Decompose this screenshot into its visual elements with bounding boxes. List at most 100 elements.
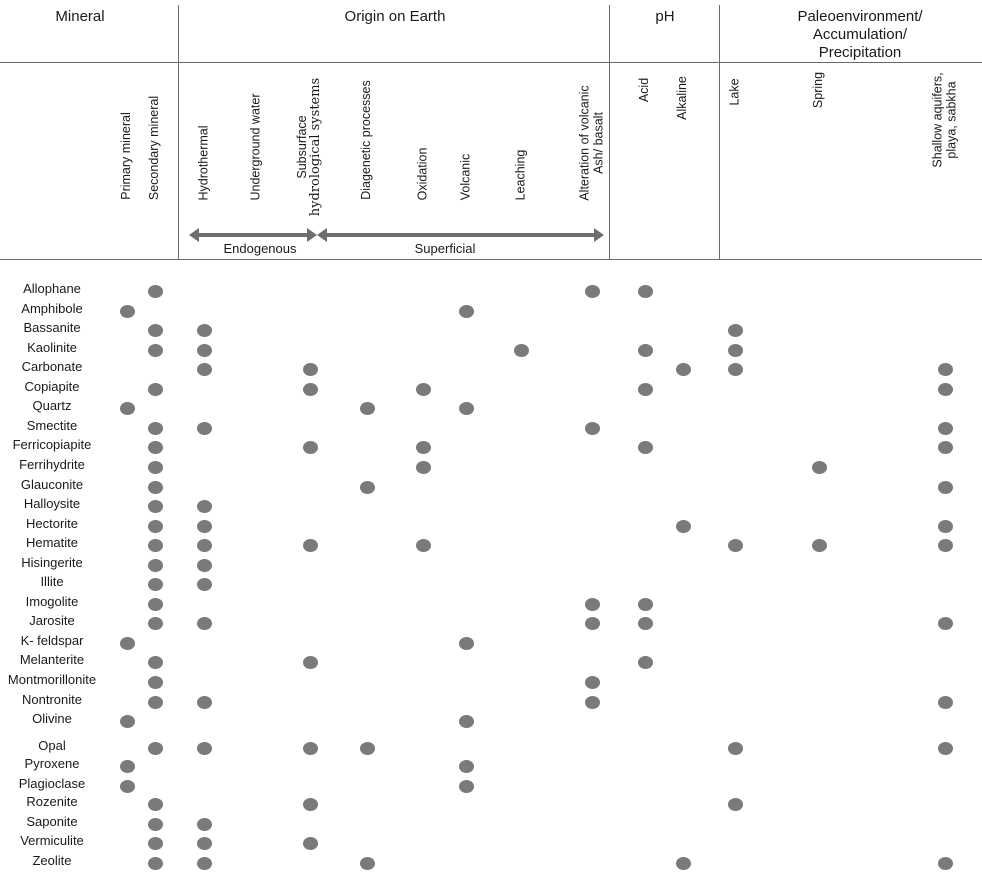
column-header-hydrothermal-line-1: Hydrothermal	[196, 124, 211, 201]
superficial-arrow-shaft	[325, 233, 596, 237]
dot-shallow	[938, 382, 953, 396]
row-label: Plagioclase	[18, 775, 86, 791]
header-origin-on-earth: Origin on Earth	[344, 8, 446, 25]
superficial-arrow-left-head	[317, 228, 327, 242]
column-header-shallow-line-2: playa, sabkha	[944, 80, 959, 159]
column-header-shallow-line-1: Shallow aquifers,	[930, 71, 945, 168]
dot-primary	[120, 715, 135, 729]
header-paleoenvironment: Paleoenvironment/ Accumulation/ Precipit…	[760, 8, 960, 62]
column-header-lake: Lake	[727, 78, 741, 105]
row-label: Hematite	[25, 535, 79, 551]
dot-hydrothermal	[197, 578, 212, 592]
column-header-alteration: Alteration of volcanic Ash/ basalt	[577, 85, 605, 200]
dot-primary	[120, 760, 135, 774]
dot-primary	[120, 779, 135, 793]
column-header-shallow: Shallow aquifers, playa, sabkha	[930, 72, 958, 167]
endogenous-arrow-right-head	[307, 228, 317, 242]
dot-secondary	[148, 837, 163, 851]
column-header-diagenetic: Diagenetic processes	[359, 80, 373, 200]
row-label: Illite	[40, 574, 64, 590]
dot-hydrothermal	[197, 558, 212, 572]
column-header-subsurface: Subsurface hydrological systems	[295, 78, 323, 216]
dot-volcanic	[459, 402, 474, 416]
dot-hydrothermal	[197, 500, 212, 514]
dot-acid	[638, 597, 653, 611]
row-label: Vermiculite	[20, 833, 84, 849]
row-label: Olivine	[32, 711, 72, 727]
dot-shallow	[938, 441, 953, 455]
dot-shallow	[938, 617, 953, 631]
dot-hydrothermal	[197, 837, 212, 851]
dot-diagenetic	[360, 741, 375, 755]
dot-shallow	[938, 363, 953, 377]
dot-secondary	[148, 421, 163, 435]
dot-lake	[728, 741, 743, 755]
column-header-lake-line-1: Lake	[727, 77, 742, 106]
dot-acid	[638, 343, 653, 357]
dot-secondary	[148, 617, 163, 631]
row-label: Copiapite	[24, 378, 80, 394]
dot-secondary	[148, 441, 163, 455]
endogenous-arrow-left-head	[189, 228, 199, 242]
dot-secondary	[148, 343, 163, 357]
row-label: Melanterite	[19, 652, 85, 668]
dot-subsurface	[303, 837, 318, 851]
column-header-hydrothermal: Hydrothermal	[196, 125, 210, 200]
dot-hydrothermal	[197, 617, 212, 631]
row-label: Halloysite	[23, 496, 81, 512]
dot-secondary	[148, 856, 163, 870]
dot-spring	[812, 460, 827, 474]
dot-hydrothermal	[197, 817, 212, 831]
column-header-leaching-line-1: Leaching	[512, 149, 527, 200]
header-mineral: Mineral	[55, 8, 105, 25]
column-header-alteration-line-1: Alteration of volcanic	[577, 84, 592, 201]
dot-hydrothermal	[197, 695, 212, 709]
column-header-oxidation: Oxidation	[415, 147, 429, 200]
column-header-primary: Primary mineral	[119, 112, 133, 200]
dot-acid	[638, 382, 653, 396]
superficial-label: Superficial	[414, 241, 476, 256]
dot-hydrothermal	[197, 343, 212, 357]
dot-secondary	[148, 460, 163, 474]
dot-oxidation	[416, 460, 431, 474]
dot-diagenetic	[360, 856, 375, 870]
row-label: Rozenite	[26, 794, 78, 810]
column-header-spring: Spring	[811, 72, 825, 108]
dot-secondary	[148, 656, 163, 670]
dot-secondary	[148, 539, 163, 553]
dot-volcanic	[459, 760, 474, 774]
dot-alteration	[585, 421, 600, 435]
dot-subsurface	[303, 656, 318, 670]
dot-alteration	[585, 285, 600, 298]
dot-secondary	[148, 519, 163, 533]
dot-subsurface	[303, 741, 318, 755]
column-header-subsurface-line-2: hydrological systems	[308, 77, 324, 217]
dot-secondary	[148, 480, 163, 494]
dot-spring	[812, 539, 827, 553]
dot-acid	[638, 656, 653, 670]
column-header-alteration-line-2: Ash/ basalt	[591, 111, 606, 174]
dot-secondary	[148, 558, 163, 572]
header-ph: pH	[655, 8, 675, 25]
dot-subsurface	[303, 382, 318, 396]
column-header-underground: Underground water	[248, 93, 262, 200]
row-label: Quartz	[32, 398, 72, 414]
header-bottom-rule	[0, 259, 982, 260]
column-header-subsurface-line-1: Subsurface	[295, 115, 310, 179]
row-label: Hectorite	[25, 515, 79, 531]
column-header-acid: Acid	[637, 78, 651, 102]
dot-hydrothermal	[197, 539, 212, 553]
dot-hydrothermal	[197, 421, 212, 435]
dot-secondary	[148, 676, 163, 689]
dot-acid	[638, 441, 653, 455]
header-paleo-line3: Precipitation	[818, 44, 902, 61]
dot-shallow	[938, 856, 953, 870]
column-header-volcanic: Volcanic	[458, 153, 472, 200]
dot-hydrothermal	[197, 741, 212, 755]
dot-shallow	[938, 741, 953, 755]
row-label: Zeolite	[32, 852, 72, 868]
column-header-spring-line-1: Spring	[811, 71, 826, 109]
dot-lake	[728, 798, 743, 812]
